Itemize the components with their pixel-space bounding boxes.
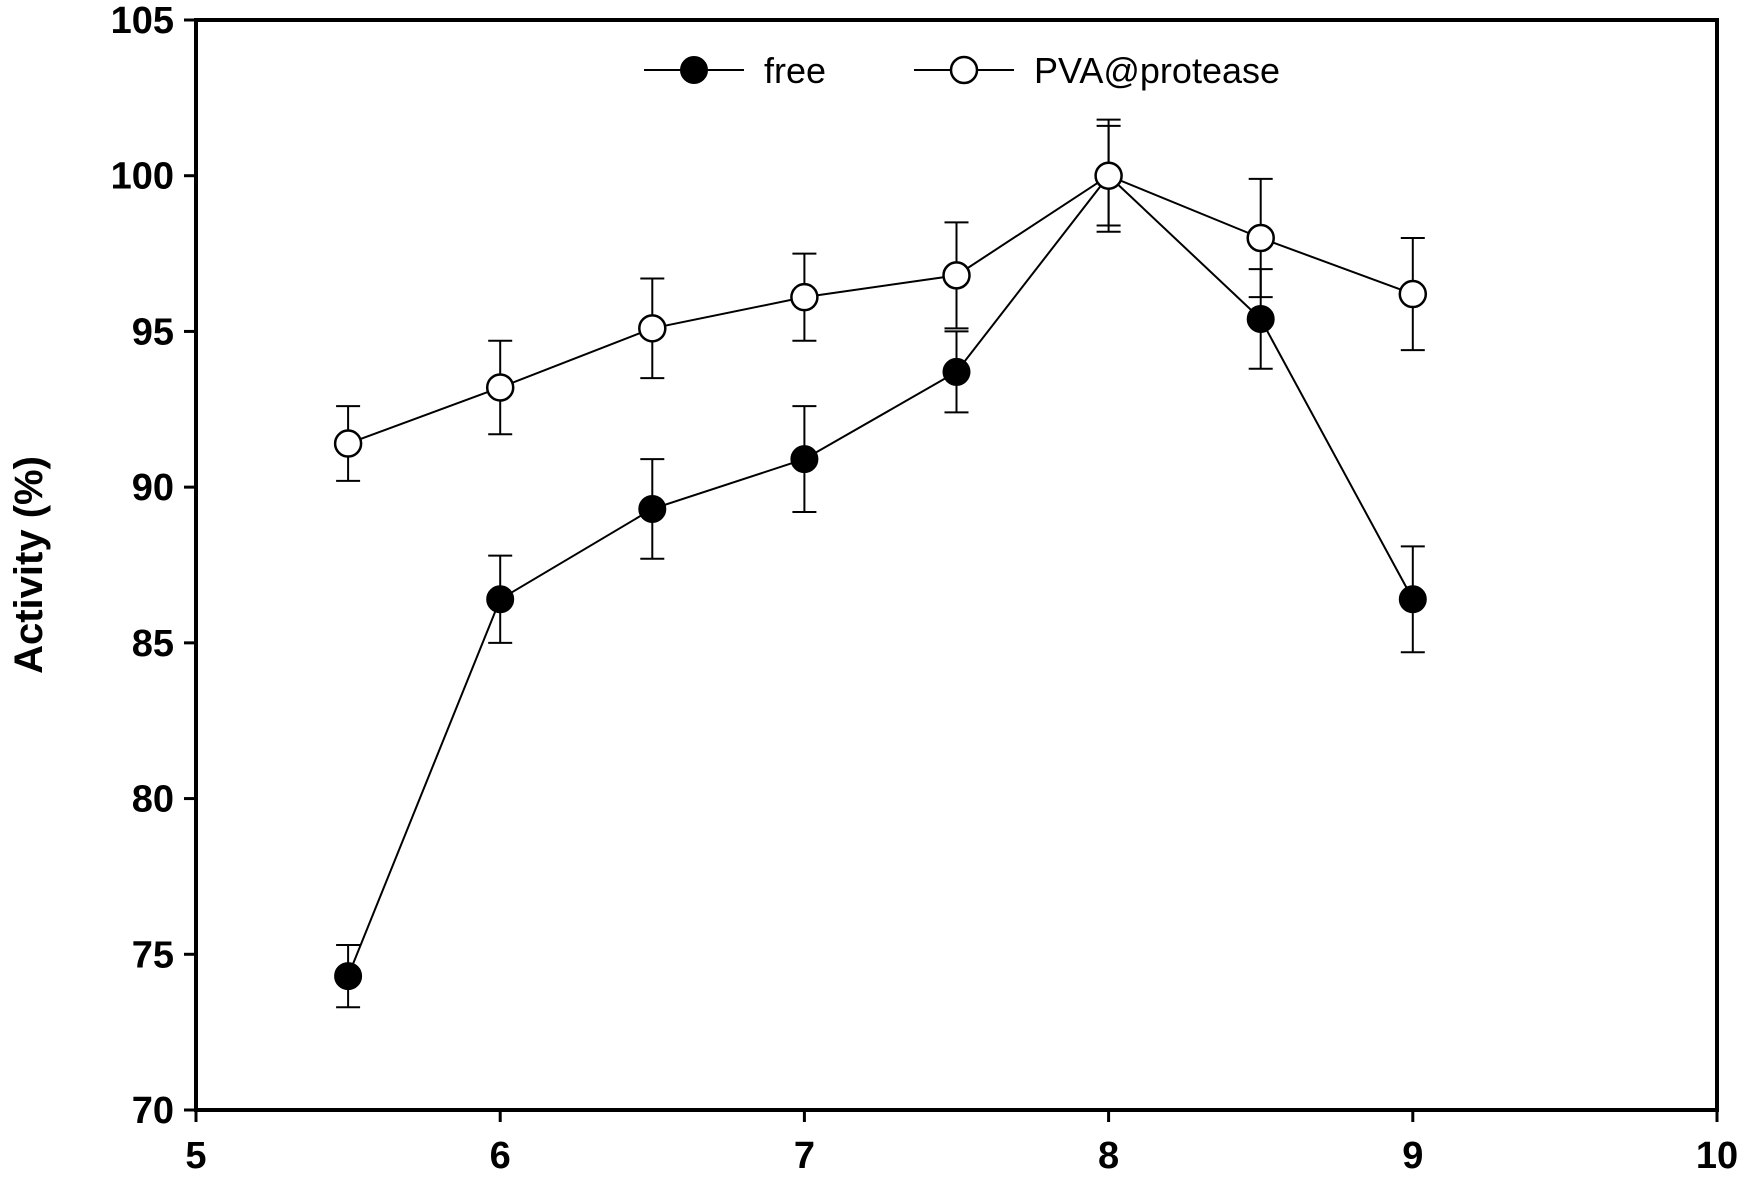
x-tick-label: 6	[490, 1135, 511, 1177]
y-tick-label: 75	[132, 934, 174, 976]
data-point-pva-protease	[638, 314, 667, 343]
y-tick-label: 80	[132, 779, 174, 821]
data-point-pva-protease	[1094, 161, 1123, 190]
y-tick-label: 85	[132, 623, 174, 665]
data-point-free	[334, 962, 363, 991]
y-tick-label: 95	[132, 311, 174, 353]
data-point-free	[1246, 304, 1275, 333]
data-point-pva-protease	[1246, 223, 1275, 253]
data-point-pva-protease	[333, 429, 363, 458]
data-point-pva-protease	[942, 261, 971, 290]
data-point-free	[486, 585, 515, 614]
data-point-free	[638, 494, 667, 523]
x-tick-label: 10	[1696, 1135, 1737, 1177]
x-tick-label: 8	[1098, 1135, 1119, 1177]
x-tick-label: 7	[794, 1135, 815, 1177]
series-line-pva-protease	[347, 174, 1414, 445]
y-axis: 70 75 80 85 90 95 100 105	[111, 0, 196, 1132]
data-point-pva-protease	[790, 282, 819, 312]
x-axis: 5 6 7 8 9 10	[185, 1110, 1737, 1177]
x-tick-label: 9	[1402, 1135, 1423, 1177]
series-line-free	[347, 174, 1414, 977]
x-tick-label: 5	[185, 1135, 206, 1177]
plot-frame	[194, 18, 1719, 1112]
legend-label-pva: PVA@protease	[1034, 50, 1280, 91]
y-axis-label: Activity (%)	[7, 456, 51, 674]
data-point-pva-protease	[1398, 279, 1428, 309]
legend-marker-pva	[949, 55, 979, 85]
data-point-free	[942, 357, 971, 386]
legend: free PVA@protease	[644, 50, 1280, 91]
legend-marker-free	[680, 56, 708, 84]
y-tick-label: 105	[111, 0, 174, 42]
data-point-pva-protease	[485, 373, 515, 402]
series-layer	[333, 118, 1428, 1009]
data-point-free	[1398, 585, 1427, 614]
y-tick-label: 90	[132, 467, 174, 509]
data-point-free	[790, 445, 819, 474]
legend-label-free: free	[764, 50, 826, 91]
y-tick-label: 70	[132, 1090, 174, 1132]
y-tick-label: 100	[111, 156, 174, 198]
